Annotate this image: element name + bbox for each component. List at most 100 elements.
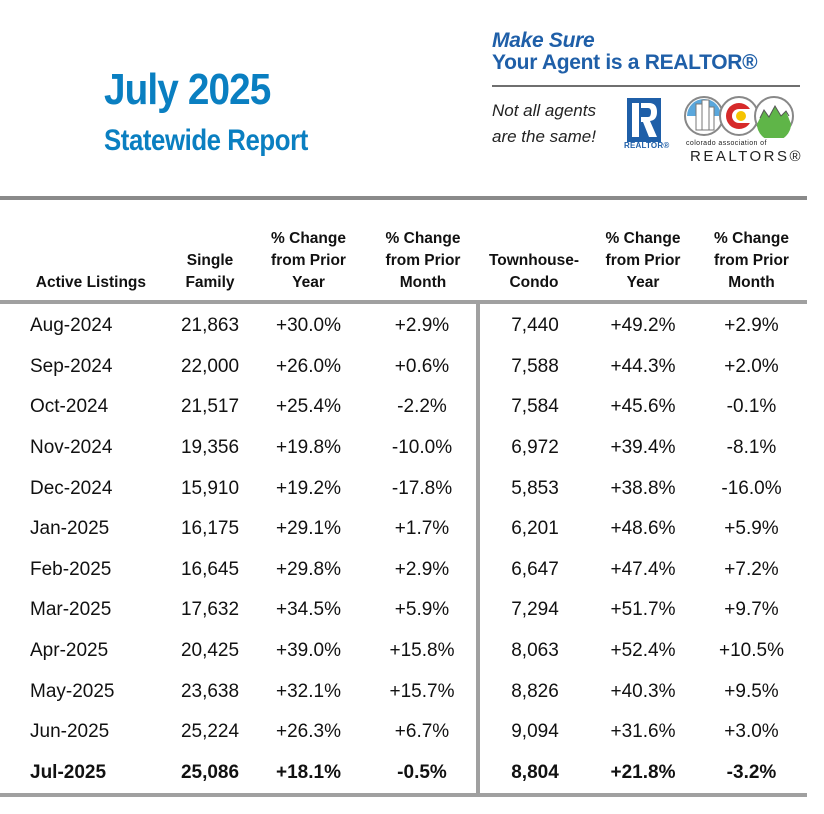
ad-headline-line2: Your Agent is a REALTOR® xyxy=(492,51,758,74)
tc-change-month: +3.0% xyxy=(724,721,779,743)
month-cell: May-2025 xyxy=(30,680,115,702)
townhouse-condo-count: 6,972 xyxy=(476,427,590,469)
month-cell: Dec-2024 xyxy=(30,477,113,499)
sf-change-month: +2.9% xyxy=(394,558,450,580)
sf-change-month: +2.9% xyxy=(394,315,450,337)
single-family-count: 15,910 xyxy=(180,477,240,499)
tc-change-year: +48.6% xyxy=(610,518,676,540)
single-family-count: 16,645 xyxy=(180,558,240,580)
car-logo-small-text: colorado association of xyxy=(686,140,767,147)
tc-change-month: +9.7% xyxy=(724,599,779,621)
header-line: Condo xyxy=(509,274,559,291)
townhouse-condo-count: 7,440 xyxy=(476,302,590,347)
tc-change-year: +38.8% xyxy=(610,477,676,499)
header-line: from Prior xyxy=(385,252,461,269)
tc-change-year: +39.4% xyxy=(610,437,676,459)
tc-change-month: +2.0% xyxy=(724,355,779,377)
ad-headline: Make Sure Your Agent is a REALTOR® xyxy=(492,30,802,74)
mountains-circle-icon xyxy=(754,96,794,138)
townhouse-condo-count: 6,647 xyxy=(476,549,590,591)
sf-change-year: +32.1% xyxy=(276,680,341,702)
single-family-count: 17,632 xyxy=(180,599,240,621)
single-family-count: 25,086 xyxy=(180,761,240,783)
header-line: Year xyxy=(292,274,325,291)
realtor-logo-label: REALTOR® xyxy=(624,141,670,150)
tc-change-month: -3.2% xyxy=(726,761,777,783)
single-family-count: 16,175 xyxy=(180,518,240,540)
table-row: Jul-2025 25,086 +18.1% -0.5% 8,804 +21.8% -3.2… xyxy=(0,752,807,796)
header-sf-change-year: % Change from Prior Year xyxy=(249,228,368,302)
header-line: Month xyxy=(728,274,775,291)
tc-change-year: +40.3% xyxy=(610,680,676,702)
table-row: Jan-2025 16,175 +29.1% +1.7% 6,201 +48.6% +5.9… xyxy=(0,508,807,550)
tc-change-month: +5.9% xyxy=(724,518,779,540)
tc-change-year: +51.7% xyxy=(610,599,676,621)
sf-change-month: -17.8% xyxy=(391,477,453,499)
townhouse-condo-count: 5,853 xyxy=(476,468,590,509)
header-line: Active Listings xyxy=(35,274,146,291)
header-tc-change-year: % Change from Prior Year xyxy=(590,228,696,302)
header-sf-change-month: % Change from Prior Month xyxy=(368,228,478,302)
tc-change-year: +45.6% xyxy=(610,396,676,418)
townhouse-condo-count: 8,826 xyxy=(476,671,590,712)
tc-change-year: +52.4% xyxy=(610,640,676,662)
header-line: Townhouse- xyxy=(488,252,580,269)
header-active-listings: Active Listings xyxy=(0,228,171,302)
single-family-count: 21,863 xyxy=(180,315,240,337)
month-cell: Jan-2025 xyxy=(30,518,110,540)
table-body: Aug-2024 21,863 +30.0% +2.9% 7,440 +49.2% +2.9… xyxy=(0,302,807,796)
sf-change-year: +19.2% xyxy=(276,477,341,499)
sf-change-year: +29.8% xyxy=(276,558,341,580)
month-cell: Mar-2025 xyxy=(30,599,112,621)
header-line: % Change xyxy=(605,230,681,247)
tc-change-year: +49.2% xyxy=(610,315,676,337)
table-row: Aug-2024 21,863 +30.0% +2.9% 7,440 +49.2% +2.9… xyxy=(0,302,807,347)
sf-change-month: -10.0% xyxy=(391,437,453,459)
table-row: Feb-2025 16,645 +29.8% +2.9% 6,647 +47.4% +7.2… xyxy=(0,549,807,591)
table-row: Dec-2024 15,910 +19.2% -17.8% 5,853 +38.8% -16… xyxy=(0,468,807,509)
month-cell: Jul-2025 xyxy=(30,761,107,783)
month-cell: Apr-2025 xyxy=(30,640,109,662)
table-header-row: Active Listings Single Family % Change from … xyxy=(0,228,807,302)
townhouse-condo-count: 8,063 xyxy=(476,630,590,672)
month-cell: Aug-2024 xyxy=(30,315,113,337)
header-line: from Prior xyxy=(605,252,681,269)
ad-tagline-line1: Not all agents xyxy=(492,101,596,120)
report-title: July 2025 xyxy=(104,65,271,114)
townhouse-condo-count: 7,294 xyxy=(476,590,590,631)
table-row: May-2025 23,638 +32.1% +15.7% 8,826 +40.3% +9.… xyxy=(0,671,807,712)
month-cell: Nov-2024 xyxy=(30,437,113,459)
sf-change-month: +5.9% xyxy=(394,599,450,621)
header-divider xyxy=(0,196,807,200)
tc-change-month: +2.9% xyxy=(724,315,779,337)
report-title-block: July 2025 Statewide Report xyxy=(104,66,341,158)
header-line: Family xyxy=(185,274,235,291)
townhouse-condo-count: 6,201 xyxy=(476,508,590,550)
city-circle-icon xyxy=(684,96,724,136)
ad-headline-line1: Make Sure xyxy=(492,29,595,52)
colorado-association-logo-icon xyxy=(684,96,794,138)
header-line: % Change xyxy=(714,230,789,247)
tc-change-year: +21.8% xyxy=(610,761,676,783)
sf-change-year: +18.1% xyxy=(276,761,341,783)
sf-change-month: -2.2% xyxy=(397,396,447,418)
townhouse-condo-count: 9,094 xyxy=(476,711,590,753)
table-row: Jun-2025 25,224 +26.3% +6.7% 9,094 +31.6% +3.0… xyxy=(0,711,807,753)
table-row: Mar-2025 17,632 +34.5% +5.9% 7,294 +51.7% +9.7… xyxy=(0,590,807,631)
table-row: Sep-2024 22,000 +26.0% +0.6% 7,588 +44.3% +2.0… xyxy=(0,346,807,388)
single-family-count: 22,000 xyxy=(180,355,240,377)
table-row: Nov-2024 19,356 +19.8% -10.0% 6,972 +39.4% -8.… xyxy=(0,427,807,469)
header-line: from Prior xyxy=(271,252,346,269)
header-townhouse-condo: Townhouse- Condo xyxy=(478,228,590,302)
single-family-count: 20,425 xyxy=(180,640,240,662)
sf-change-year: +19.8% xyxy=(276,437,341,459)
month-cell: Jun-2025 xyxy=(30,721,110,743)
sf-change-month: +1.7% xyxy=(394,518,450,540)
sf-change-month: +15.7% xyxy=(389,680,455,702)
single-family-count: 21,517 xyxy=(180,396,240,418)
tc-change-month: -0.1% xyxy=(726,396,777,418)
header-line: % Change xyxy=(271,230,346,247)
header-tc-change-month: % Change from Prior Month xyxy=(696,228,807,302)
header-line: from Prior xyxy=(714,252,789,269)
single-family-count: 23,638 xyxy=(180,680,240,702)
